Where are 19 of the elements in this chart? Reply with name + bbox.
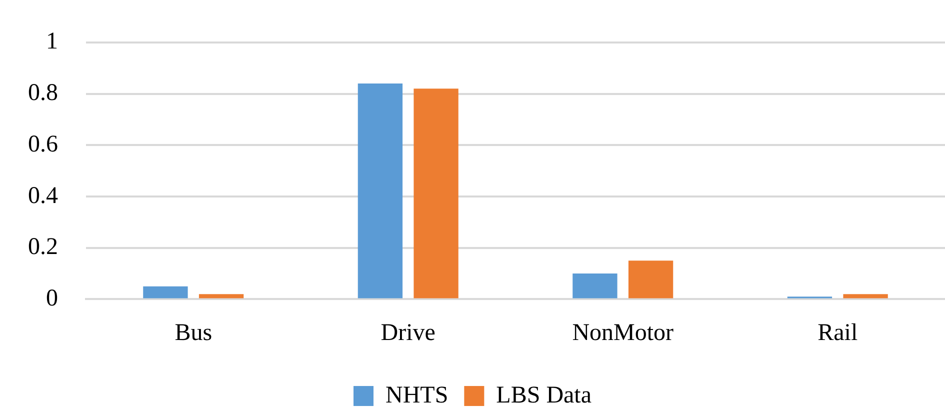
x-tick-label: NonMotor <box>572 320 674 346</box>
x-tick-label: Drive <box>380 320 436 346</box>
bar <box>414 88 458 298</box>
y-tick-label: 0.2 <box>28 234 58 260</box>
x-tick-label: Bus <box>174 320 212 346</box>
bar <box>843 294 888 298</box>
y-tick-label: 0.8 <box>28 80 58 106</box>
bar <box>628 260 674 298</box>
legend-label: LBS Data <box>496 382 592 408</box>
bar <box>572 274 618 298</box>
y-tick-label: 0.6 <box>28 131 58 158</box>
legend-label: NHTS <box>386 382 448 408</box>
x-tick-label: Rail <box>818 320 858 346</box>
y-tick-label: 0.4 <box>28 182 58 209</box>
bar <box>143 286 188 298</box>
y-tick-label: 0 <box>46 285 58 312</box>
bar <box>358 83 403 298</box>
bar <box>198 294 244 298</box>
y-tick-label: 1 <box>46 28 58 55</box>
